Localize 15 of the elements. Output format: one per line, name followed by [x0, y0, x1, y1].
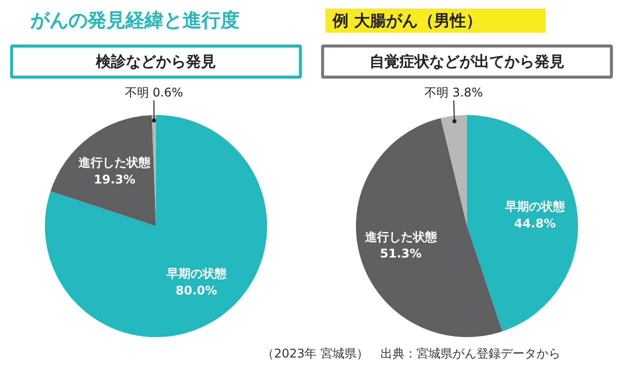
text: がんの発見経緯と進行度: [30, 10, 240, 32]
slice-label: 進行した状態: [364, 230, 438, 244]
chart-title: 検診などから発見: [95, 52, 216, 71]
slice-label: 早期の状態: [165, 266, 228, 280]
text: （2023年 宮城県） 出典：宮城県がん登録データから: [262, 346, 561, 360]
chart-title: 自覚症状などが出てから発見: [370, 52, 564, 71]
slice-label: 不明 3.8%: [424, 86, 483, 100]
data-label: 44.8%: [514, 216, 556, 230]
slice-label: 早期の状態: [504, 200, 566, 214]
data-label: 51.3%: [380, 246, 422, 261]
slice-label: 進行した状態: [78, 156, 152, 170]
data-label: 19.3%: [94, 172, 136, 186]
slice-label: 不明 0.6%: [124, 86, 184, 100]
data-label: 80.0%: [176, 283, 218, 298]
text: 例 大腸がん（男性）: [332, 11, 482, 30]
